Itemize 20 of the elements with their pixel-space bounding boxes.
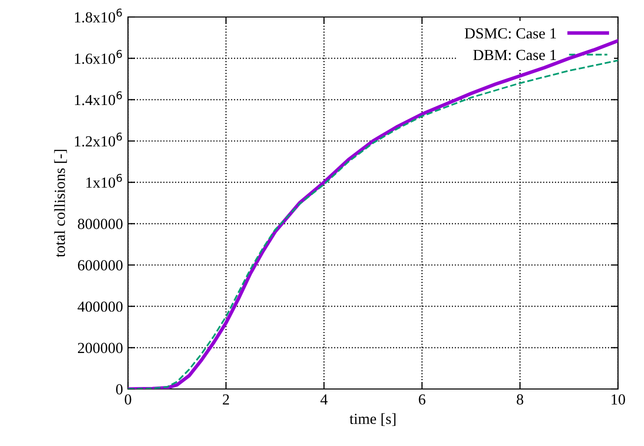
x-tick-label: 8: [516, 394, 524, 405]
legend-label: DSMC: Case 1: [464, 28, 556, 39]
y-tick-label: 1.2x10$^{6}$: [74, 132, 122, 147]
x-tick-label: 10: [612, 394, 626, 405]
y-tick-label: 400000: [78, 301, 123, 312]
x-tick-label: 2: [222, 394, 229, 404]
y-tick-label: 0: [116, 384, 123, 394]
x-tick-label: 4: [320, 394, 328, 404]
y-tick-label: 800000: [78, 218, 123, 230]
y-tick-label: 1.8x10$^{6}$: [74, 8, 122, 23]
x-axis-title: time [s]: [350, 413, 396, 426]
y-tick-label: 1x10$^{6}$: [86, 174, 122, 188]
x-tick-label: 6: [418, 394, 426, 405]
y-tick-label: 1.6x10$^{6}$: [74, 50, 122, 64]
y-axis-title: total collisions [-]: [54, 150, 67, 258]
x-tick-label: 0: [124, 394, 132, 405]
y-tick-label: 200000: [78, 342, 123, 354]
y-tick-label: 600000: [78, 260, 123, 270]
y-tick-label: 1.4x10$^{6}$: [74, 91, 122, 106]
legend-label: DBM: Case 1: [473, 50, 556, 60]
